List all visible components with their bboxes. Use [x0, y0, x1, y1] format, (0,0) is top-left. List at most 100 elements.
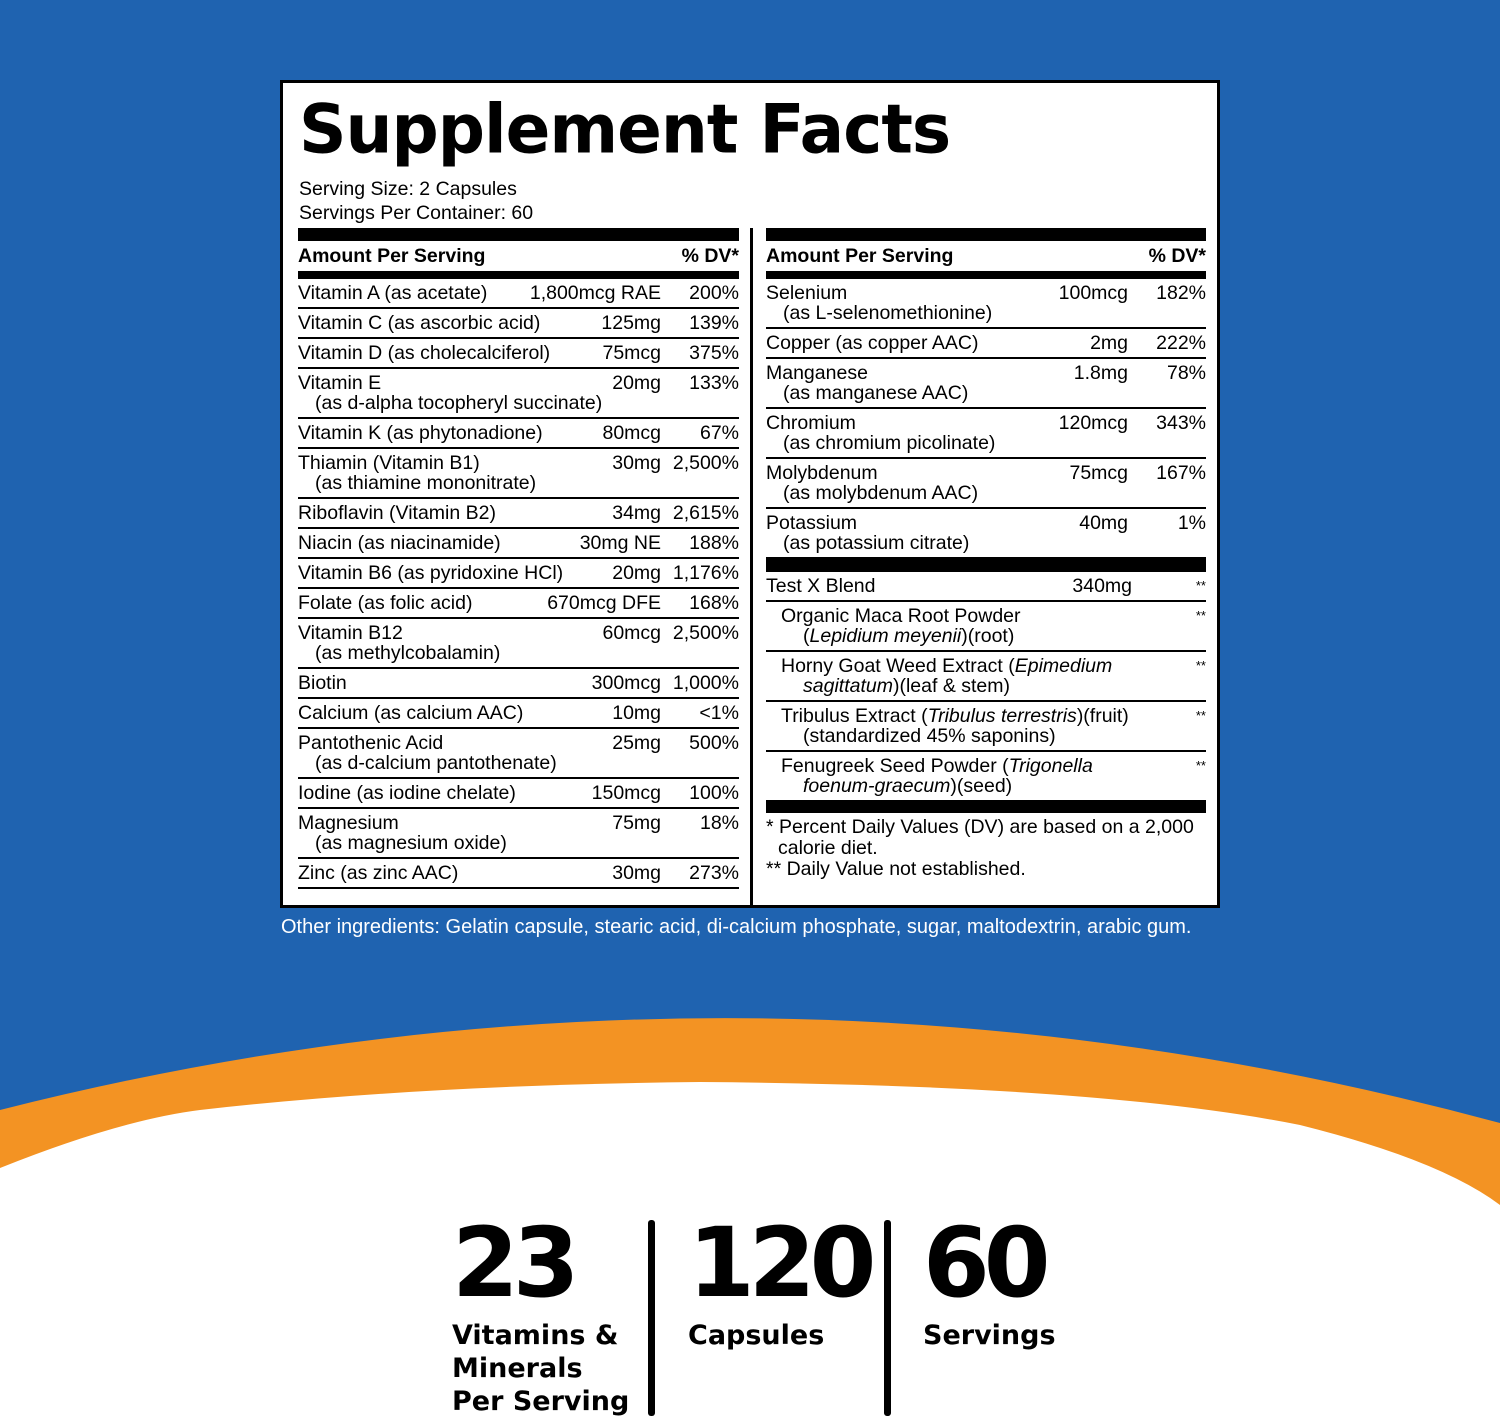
stat-label-line: Per Serving — [452, 1386, 630, 1417]
nutrient-row: Biotin 300mcg 1,000% — [298, 669, 739, 699]
nutrient-name-text: Potassium — [766, 512, 858, 534]
ingredient-name: Tribulus Extract (Tribulus terrestris)(f… — [766, 706, 1166, 746]
nutrient-row: Thiamin (Vitamin B1) (as thiamine mononit… — [298, 449, 739, 499]
stat-number: 120 — [688, 1207, 876, 1319]
nutrient-amount: 40mg — [1079, 512, 1128, 534]
nutrient-dv: 375% — [689, 342, 739, 364]
nutrient-amount: 75mg — [612, 812, 661, 834]
serving-size: Serving Size: 2 Capsules — [299, 178, 517, 200]
nutrient-row: Molybdenum (as molybdenum AAC) 75mcg 167% — [766, 459, 1206, 509]
nutrient-source: (as magnesium oxide) — [315, 832, 507, 854]
nutrient-name: Vitamin A (as acetate) — [298, 283, 530, 303]
column-header: Amount Per Serving % DV* — [766, 241, 1206, 271]
header-amount: Amount Per Serving — [766, 245, 954, 267]
nutrient-row: Copper (as copper AAC) 2mg 222% — [766, 329, 1206, 359]
nutrient-name-text: Selenium — [766, 282, 848, 304]
stat-label-line: Servings — [923, 1320, 1056, 1351]
ingredient-dv: ** — [1195, 658, 1206, 673]
other-ingredients: Other ingredients: Gelatin capsule, stea… — [281, 916, 1192, 938]
nutrient-name: Molybdenum (as molybdenum AAC) — [766, 463, 1069, 503]
ingredient-text: Organic Maca Root Powder — [781, 605, 1021, 627]
blend-ingredient-row: Horny Goat Weed Extract (Epimedium sagitt… — [766, 652, 1206, 702]
supplement-facts-panel: Supplement Facts Serving Size: 2 Capsule… — [280, 80, 1220, 908]
nutrient-row: Chromium (as chromium picolinate) 120mcg 34… — [766, 409, 1206, 459]
nutrient-amount: 300mcg — [591, 672, 661, 694]
nutrient-amount: 670mcg DFE — [547, 592, 661, 614]
nutrient-dv: 100% — [689, 782, 739, 804]
nutrient-amount: 30mg NE — [579, 532, 661, 554]
nutrient-source: (as L-selenomethionine) — [783, 302, 993, 324]
nutrient-amount: 100mcg — [1058, 282, 1128, 304]
ingredient-line: Fenugreek Seed Powder (Trigonella — [781, 755, 1093, 777]
right-nutrient-list: Selenium (as L-selenomethionine) 100mcg 182… — [766, 279, 1206, 559]
nutrient-name-text: Magnesium — [298, 812, 399, 834]
ingredient-text: )(seed) — [950, 775, 1013, 797]
white-wave — [0, 1082, 1500, 1420]
stat-label-line: Vitamins & — [452, 1320, 619, 1351]
ingredient-latin: foenum-graecum — [803, 775, 951, 797]
nutrient-amount: 10mg — [612, 702, 661, 724]
header-dv: % DV* — [1148, 245, 1206, 267]
nutrient-name-text: Vitamin D (as cholecalciferol) — [298, 342, 551, 364]
nutrient-dv: 2,500% — [672, 622, 739, 644]
stat-label-line: Capsules — [688, 1320, 825, 1351]
nutrient-dv: 78% — [1166, 362, 1206, 384]
nutrient-name-text: Vitamin B12 — [298, 622, 403, 644]
nutrient-name-text: Manganese — [766, 362, 868, 384]
nutrient-name-text: Pantothenic Acid — [298, 732, 444, 754]
nutrient-row: Iodine (as iodine chelate) 150mcg 100% — [298, 779, 739, 809]
blend-amount: 340mg — [1072, 575, 1132, 597]
ingredient-name: Horny Goat Weed Extract (Epimedium sagitt… — [766, 656, 1166, 696]
nutrient-name-text: Biotin — [298, 672, 347, 694]
blend-row: Test X Blend 340mg ** — [766, 572, 1206, 602]
nutrient-amount: 60mcg — [602, 622, 661, 644]
nutrient-amount: 34mg — [612, 502, 661, 524]
stat-capsules: 120 Capsules — [688, 1207, 876, 1352]
nutrient-dv: 182% — [1156, 282, 1206, 304]
ingredient-line: foenum-graecum)(seed) — [781, 776, 1166, 796]
ingredient-text: )(leaf & stem) — [892, 675, 1010, 697]
ingredient-text: Fenugreek Seed Powder ( — [781, 755, 1009, 777]
nutrient-amount: 30mg — [612, 862, 661, 884]
nutrient-name: Pantothenic Acid (as d-calcium pantothena… — [298, 733, 612, 773]
ingredient-latin: Lepidium meyenii — [809, 625, 962, 647]
nutrient-name: Vitamin D (as cholecalciferol) — [298, 343, 602, 363]
header-amount: Amount Per Serving — [298, 245, 486, 267]
nutrient-name-text: Vitamin K (as phytonadione) — [298, 422, 543, 444]
nutrient-name-text: Vitamin A (as acetate) — [298, 282, 488, 304]
nutrient-dv: 18% — [699, 812, 739, 834]
nutrient-amount: 120mcg — [1058, 412, 1128, 434]
right-column: Amount Per Serving % DV* Selenium (as L-s… — [766, 228, 1206, 880]
nutrient-dv: 2,615% — [672, 502, 739, 524]
nutrient-name-text: Zinc (as zinc AAC) — [298, 862, 459, 884]
stat-label: Vitamins & Minerals Per Serving — [452, 1319, 629, 1418]
nutrient-name-text: Riboflavin (Vitamin B2) — [298, 502, 496, 524]
nutrient-dv: 67% — [699, 422, 739, 444]
nutrient-name-text: Chromium — [766, 412, 856, 434]
nutrient-name: Riboflavin (Vitamin B2) — [298, 503, 612, 523]
nutrient-name-text: Thiamin (Vitamin B1) — [298, 452, 480, 474]
nutrient-name: Vitamin B6 (as pyridoxine HCl) — [298, 563, 612, 583]
ingredient-text: Tribulus Extract ( — [781, 705, 928, 727]
nutrient-dv: 1,000% — [672, 672, 739, 694]
panel-title: Supplement Facts — [299, 90, 951, 169]
stat-label-line: Minerals — [452, 1353, 583, 1384]
nutrient-row: Potassium (as potassium citrate) 40mg 1% — [766, 509, 1206, 559]
nutrient-name: Niacin (as niacinamide) — [298, 533, 580, 553]
blend-ingredient-row: Fenugreek Seed Powder (Trigonella foenum-… — [766, 752, 1206, 800]
servings-per-container: Servings Per Container: 60 — [299, 202, 534, 224]
nutrient-amount: 2mg — [1090, 332, 1128, 354]
nutrient-name: Zinc (as zinc AAC) — [298, 863, 612, 883]
thick-rule — [766, 228, 1206, 241]
nutrient-name: Calcium (as calcium AAC) — [298, 703, 612, 723]
nutrient-amount: 20mg — [612, 372, 661, 394]
nutrient-amount: 20mg — [612, 562, 661, 584]
ingredient-dv: ** — [1195, 758, 1206, 773]
nutrient-row: Manganese (as manganese AAC) 1.8mg 78% — [766, 359, 1206, 409]
nutrient-name: Biotin — [298, 673, 592, 693]
blend-name: Test X Blend — [766, 575, 876, 597]
stat-number: 60 — [923, 1207, 1051, 1319]
column-divider — [750, 228, 753, 905]
nutrient-dv: 168% — [689, 592, 739, 614]
nutrient-row: Selenium (as L-selenomethionine) 100mcg 182… — [766, 279, 1206, 329]
